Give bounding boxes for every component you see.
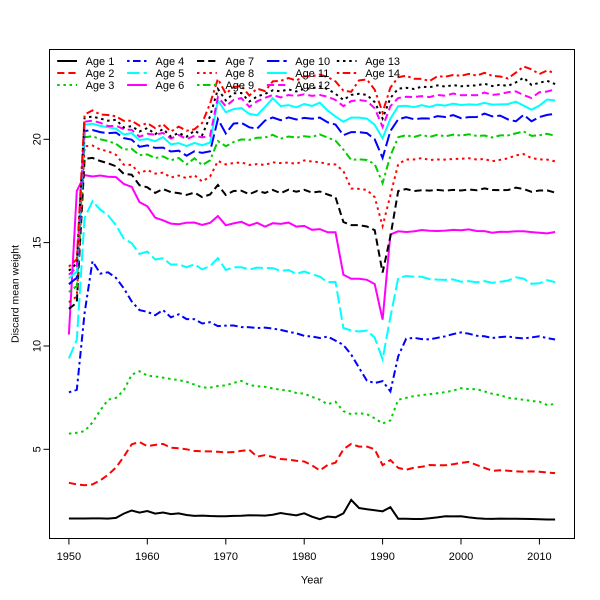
svg-text:Age 13: Age 13 bbox=[365, 56, 400, 68]
svg-text:Age 11: Age 11 bbox=[295, 68, 329, 80]
svg-text:Age 7: Age 7 bbox=[225, 56, 254, 68]
svg-text:5: 5 bbox=[32, 446, 44, 452]
svg-text:Year: Year bbox=[301, 574, 324, 586]
svg-text:1990: 1990 bbox=[370, 551, 394, 563]
svg-text:1950: 1950 bbox=[57, 551, 81, 563]
svg-text:15: 15 bbox=[32, 236, 44, 248]
svg-text:Age 12: Age 12 bbox=[295, 80, 330, 92]
svg-text:Age 4: Age 4 bbox=[156, 56, 185, 68]
svg-text:10: 10 bbox=[32, 340, 44, 352]
svg-text:1960: 1960 bbox=[135, 551, 159, 563]
svg-text:2010: 2010 bbox=[527, 551, 551, 563]
svg-text:Age 10: Age 10 bbox=[295, 56, 330, 68]
svg-text:Age 6: Age 6 bbox=[156, 80, 185, 92]
svg-text:Age 2: Age 2 bbox=[86, 68, 115, 80]
svg-text:Age 14: Age 14 bbox=[365, 68, 400, 80]
svg-text:Age 3: Age 3 bbox=[86, 80, 115, 92]
svg-text:1970: 1970 bbox=[214, 551, 238, 563]
svg-text:2000: 2000 bbox=[449, 551, 473, 563]
svg-text:Age 9: Age 9 bbox=[225, 80, 254, 92]
svg-text:Age 5: Age 5 bbox=[156, 68, 185, 80]
svg-text:1980: 1980 bbox=[292, 551, 316, 563]
svg-text:20: 20 bbox=[32, 133, 44, 145]
svg-text:Age 8: Age 8 bbox=[225, 68, 254, 80]
svg-text:Discard mean weight: Discard mean weight bbox=[10, 245, 22, 343]
svg-text:Age 1: Age 1 bbox=[86, 56, 115, 68]
